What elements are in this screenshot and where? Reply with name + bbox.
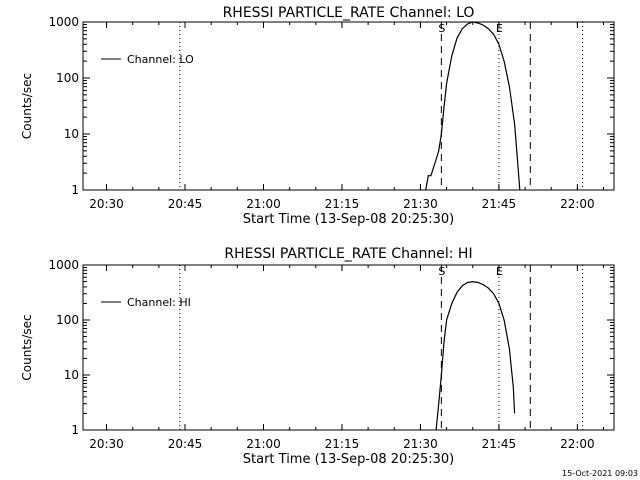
x-tick-label: 21:45 xyxy=(482,437,517,451)
legend-label: Channel: HI xyxy=(127,296,191,309)
annotation-label: S xyxy=(438,22,445,35)
chart-title: RHESSI PARTICLE_RATE Channel: LO xyxy=(223,5,475,21)
x-tick-label: 21:00 xyxy=(246,197,281,211)
chart-panel-hi: RHESSI PARTICLE_RATE Channel: HI Counts/s… xyxy=(20,246,615,467)
y-tick-label: 100 xyxy=(56,313,79,327)
y-tick-label: 10 xyxy=(64,127,79,141)
y-tick-label: 1000 xyxy=(48,15,79,29)
x-tick-label: 22:00 xyxy=(560,437,595,451)
x-tick-label: 20:45 xyxy=(168,437,203,451)
footer-timestamp: 15-Oct-2021 09:03 xyxy=(562,469,638,478)
x-tick-label: 21:15 xyxy=(325,197,360,211)
y-tick-label: 100 xyxy=(56,71,79,85)
x-tick-label: 21:30 xyxy=(403,197,438,211)
y-axis-label: Counts/sec xyxy=(20,73,34,139)
x-tick-label: 20:45 xyxy=(168,197,203,211)
x-tick-label: 20:30 xyxy=(89,197,124,211)
y-tick-label: 1000 xyxy=(48,258,79,272)
y-tick-label: 10 xyxy=(64,368,79,382)
annotation-label: S xyxy=(438,265,445,278)
annotation-label: E xyxy=(496,22,503,35)
x-tick-label: 21:45 xyxy=(482,197,517,211)
plot-frame xyxy=(82,264,615,431)
legend-label: Channel: LO xyxy=(127,53,194,66)
chart-title: RHESSI PARTICLE_RATE Channel: HI xyxy=(224,246,472,262)
annotation-label: E xyxy=(496,265,503,278)
x-tick-label: 21:15 xyxy=(325,437,360,451)
chart-panel-lo: RHESSI PARTICLE_RATE Channel: LO Counts/s… xyxy=(20,5,615,227)
x-tick-label: 22:00 xyxy=(560,197,595,211)
x-tick-label: 21:30 xyxy=(403,437,438,451)
y-axis-label: Counts/sec xyxy=(20,314,34,380)
series-line xyxy=(435,280,516,431)
y-tick-label: 1 xyxy=(71,183,79,197)
y-tick-label: 1 xyxy=(71,423,79,437)
series-line xyxy=(425,21,521,191)
x-axis-label: Start Time (13-Sep-08 20:25:30) xyxy=(243,452,454,467)
x-tick-label: 21:00 xyxy=(246,437,281,451)
plot-frame xyxy=(82,21,615,191)
x-axis-label: Start Time (13-Sep-08 20:25:30) xyxy=(243,212,454,227)
x-tick-label: 20:30 xyxy=(89,437,124,451)
